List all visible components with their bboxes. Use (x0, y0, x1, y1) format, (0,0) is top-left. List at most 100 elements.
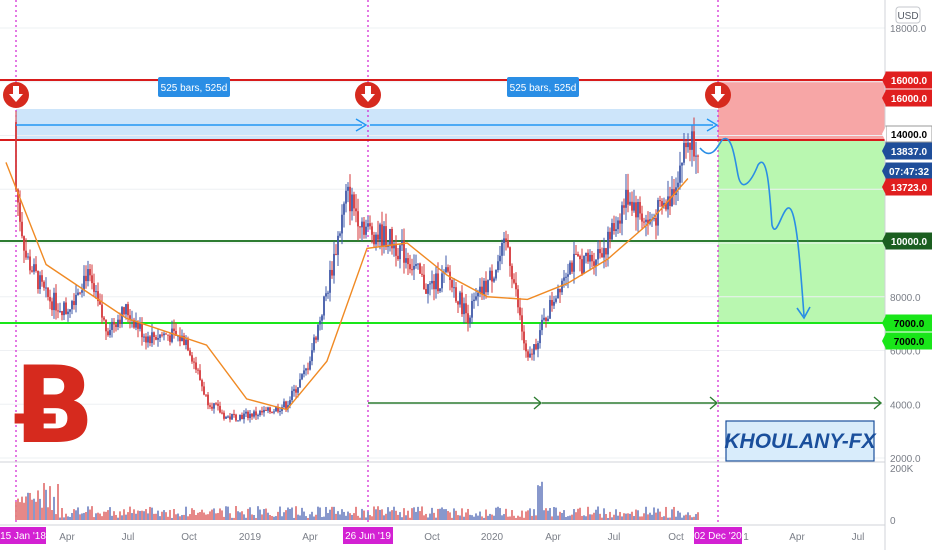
ruler-label-1: 525 bars, 525d (161, 83, 228, 94)
candle-body (301, 374, 303, 380)
volume-bar (515, 517, 517, 520)
volume-bar (159, 516, 161, 520)
candle-body (293, 389, 295, 391)
candle-body (519, 307, 521, 316)
volume-bar (191, 508, 193, 520)
candle-body (63, 302, 65, 316)
volume-bar (373, 506, 375, 520)
volume-bar (669, 517, 671, 520)
candle-body (201, 380, 203, 387)
candle-body (497, 261, 499, 271)
volume-axis: 200K 0 (890, 464, 914, 527)
price-tag-label: 7000.0 (894, 337, 925, 348)
candle-body (99, 301, 101, 305)
date-tag-box-2 (343, 527, 393, 544)
volume-bar (333, 506, 335, 520)
candle-body (569, 262, 571, 275)
candle-body (337, 235, 339, 255)
candle-body (351, 194, 353, 212)
volume-bar (133, 509, 135, 520)
candle-body (481, 286, 483, 295)
volume-bar (523, 517, 525, 520)
candle-body (191, 355, 193, 362)
candle-body (269, 407, 271, 413)
candle-body (151, 332, 153, 344)
candle-body (189, 350, 191, 356)
candle-body (193, 361, 195, 363)
volume-bar (685, 514, 687, 520)
volume-bar (323, 516, 325, 520)
down-arrow-icon (361, 86, 375, 102)
volume-bar (23, 502, 25, 520)
candle-body (23, 236, 25, 251)
volume-bar (69, 516, 71, 520)
volume-bar (657, 508, 659, 520)
moving-average-line (5, 162, 689, 411)
candle-body (217, 403, 219, 406)
candle-body (107, 331, 109, 336)
candle-body (225, 416, 227, 419)
candle-body (89, 269, 91, 276)
candle-body (33, 264, 35, 272)
volume-bar (459, 515, 461, 520)
candle-body (257, 415, 259, 417)
candle-body (539, 330, 541, 344)
candle-body (617, 220, 619, 230)
volume-bar (469, 514, 471, 520)
candle-body (589, 254, 591, 262)
candle-body (655, 217, 657, 226)
candle-body (159, 334, 161, 338)
volume-bar (405, 515, 407, 520)
candle-body (243, 413, 245, 420)
volume-bar (349, 513, 351, 520)
volume-bar (435, 517, 437, 520)
volume-bar (117, 517, 119, 520)
candle-body (39, 275, 41, 290)
volume-bar (457, 515, 459, 520)
volume-bar (213, 508, 215, 520)
time-axis[interactable]: Apr Jul Oct 2019 Apr Oct 2020 Apr Jul Oct 1 Apr Jul (59, 532, 864, 543)
candle-body (57, 310, 59, 312)
volume-bar (27, 492, 29, 520)
candle-body (663, 202, 665, 207)
volume-bar (253, 515, 255, 520)
currency-button[interactable] (895, 6, 921, 24)
candle-body (195, 362, 197, 370)
volume-bar (387, 507, 389, 520)
ruler-label-2: 525 bars, 525d (510, 83, 577, 94)
candle-body (615, 229, 617, 231)
candle-body (417, 263, 419, 265)
candle-body (289, 400, 291, 406)
candle-body (545, 317, 547, 321)
candle-body (379, 224, 381, 240)
volume-bar (271, 515, 273, 520)
candle-body (483, 280, 485, 295)
candle-body (595, 259, 597, 266)
volume-bar (65, 513, 67, 520)
volume-bar (505, 508, 507, 520)
volume-bar (637, 510, 639, 520)
volume-bar (113, 511, 115, 520)
candle-body (393, 243, 395, 249)
volume-bar (289, 508, 291, 520)
volume-bar (667, 517, 669, 520)
date-tags: 15 Jan '18 26 Jun '19 02 Dec '20 (0, 527, 742, 544)
volume-bar (559, 511, 561, 520)
volume-bar (359, 517, 361, 520)
down-marker-1[interactable] (3, 82, 29, 108)
candle-body (429, 283, 431, 285)
time-tick-label: 2019 (239, 532, 262, 543)
volume-bar (565, 517, 567, 520)
volume-bar (61, 508, 63, 520)
volume-bar (71, 513, 73, 520)
volume-bar (517, 515, 519, 520)
volume-bar (595, 509, 597, 520)
candle-body (253, 411, 255, 417)
down-marker-3[interactable] (705, 82, 731, 108)
candle-body (473, 299, 475, 302)
candle-body (405, 258, 407, 263)
candle-body (345, 190, 347, 204)
down-marker-2[interactable] (355, 82, 381, 108)
candle-body (327, 292, 329, 294)
